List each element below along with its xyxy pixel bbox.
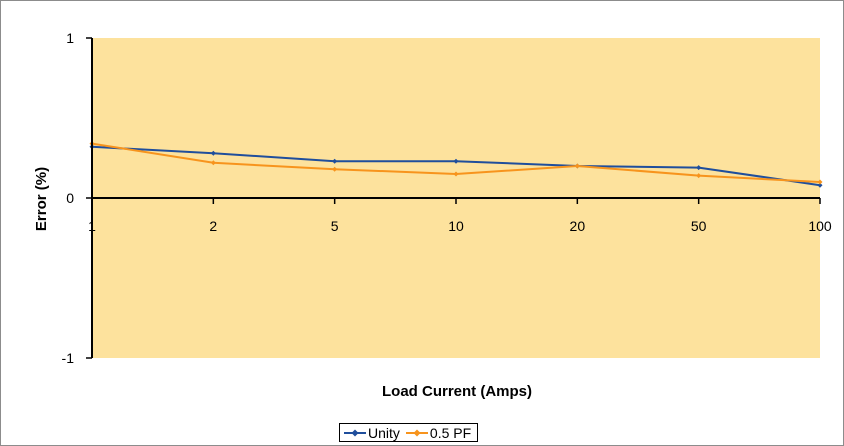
- y-axis-ticks: 1 0 -1: [62, 30, 92, 366]
- x-tick-label: 2: [209, 218, 217, 234]
- x-tick-label: 10: [448, 218, 464, 234]
- y-tick-label: -1: [62, 350, 75, 366]
- x-tick-label: 1: [88, 218, 96, 234]
- legend-swatch-05pf: [405, 429, 428, 436]
- data-point-0-5-pf: [817, 179, 823, 185]
- x-tick-label: 100: [808, 218, 832, 234]
- y-tick-label: 1: [66, 30, 74, 46]
- x-tick-label: 5: [331, 218, 339, 234]
- data-point-0-5-pf: [453, 171, 459, 177]
- x-axis-ticks: 1 2 5 10 20 50 100: [88, 198, 832, 234]
- data-point-0-5-pf: [696, 173, 702, 179]
- data-point-0-5-pf: [574, 163, 580, 169]
- data-point-unity: [696, 165, 702, 171]
- x-tick-label: 20: [570, 218, 586, 234]
- legend-item-unity: Unity: [344, 425, 400, 441]
- legend-swatch-unity: [344, 429, 366, 436]
- data-point-0-5-pf: [332, 166, 338, 172]
- x-axis-title: Load Current (Amps): [382, 383, 532, 400]
- legend-item-05pf: 0.5 PF: [405, 424, 472, 441]
- legend: Unity 0.5 PF: [339, 423, 479, 442]
- y-tick-label: 0: [66, 190, 74, 206]
- x-tick-label: 50: [691, 218, 707, 234]
- data-point-unity: [817, 182, 823, 188]
- data-point-unity: [453, 158, 459, 164]
- series-layer: [89, 141, 823, 188]
- data-point-unity: [210, 150, 216, 156]
- data-point-0-5-pf: [210, 160, 216, 166]
- y-axis-title: Error (%): [33, 167, 50, 231]
- data-point-unity: [332, 158, 338, 164]
- legend-label-05pf: 0.5 PF: [429, 424, 472, 441]
- legend-label-unity: Unity: [368, 424, 400, 441]
